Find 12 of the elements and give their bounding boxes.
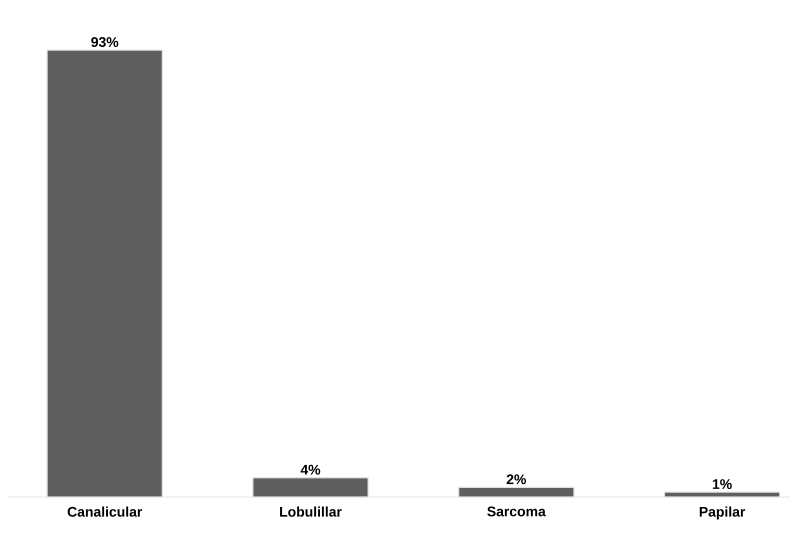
x-tick-label: Papilar [700,506,746,520]
data-label: 1% [712,479,732,490]
bar [252,477,369,498]
x-tick-label: Canalicular [68,506,142,517]
data-label: 4% [300,464,320,475]
bar [46,50,163,498]
x-tick-label: Lobulillar [280,506,342,517]
x-tick-label: Sarcoma [487,506,546,516]
data-label: 2% [506,474,526,484]
data-label: 93% [91,37,118,48]
bar [664,492,780,498]
bar [458,486,575,498]
